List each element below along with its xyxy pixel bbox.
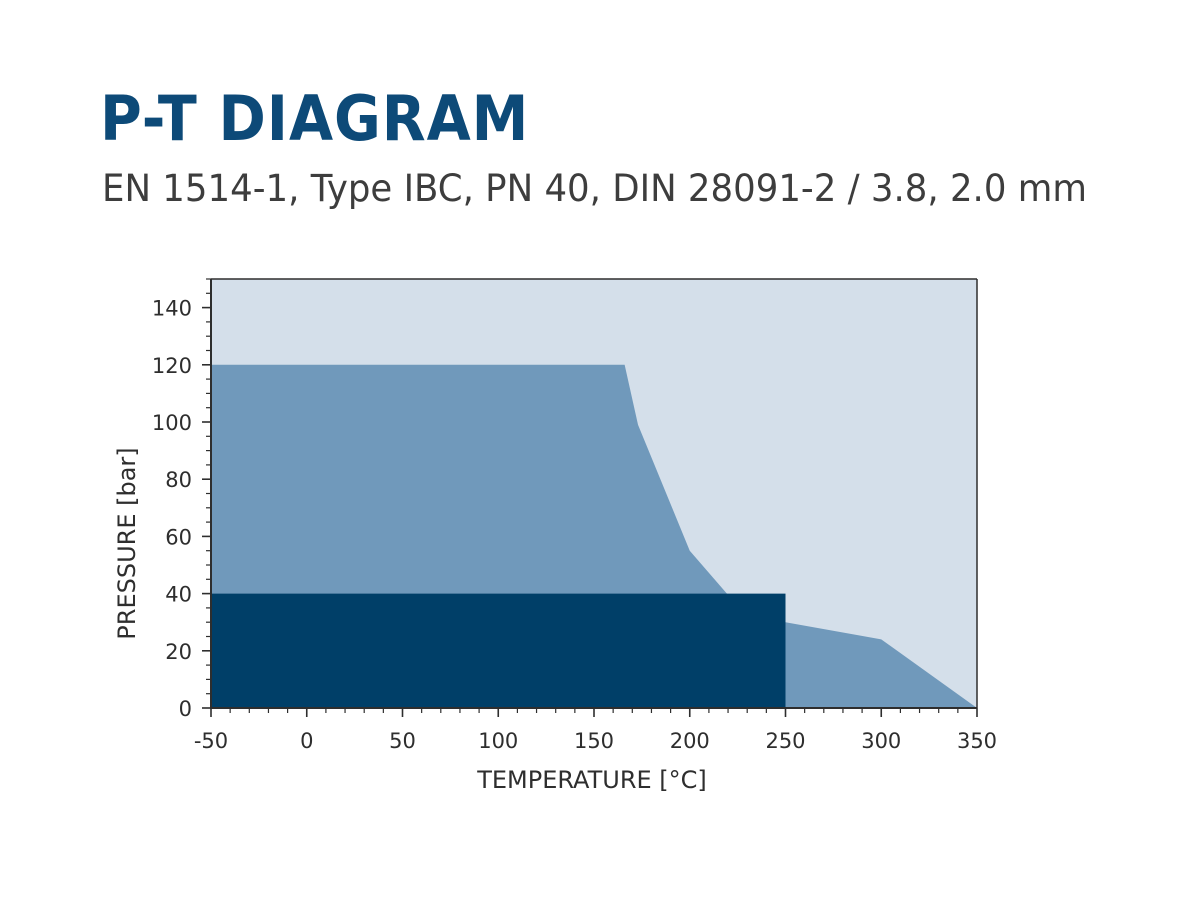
x-tick-label: 50 — [389, 729, 416, 753]
x-tick-label: 200 — [670, 729, 710, 753]
y-tick-label: 100 — [152, 411, 192, 435]
y-tick-label: 120 — [152, 354, 192, 378]
x-tick-label: 100 — [478, 729, 518, 753]
chart-subtitle: EN 1514-1, Type IBC, PN 40, DIN 28091-2 … — [102, 167, 1087, 210]
chart-title: P-T DIAGRAM — [100, 82, 530, 155]
y-tick-label: 80 — [165, 468, 192, 492]
x-axis-ticks: -50 0 50 100 150 200 250 300 350 — [194, 708, 997, 753]
y-tick-label: 60 — [165, 525, 192, 549]
x-tick-label: -50 — [194, 729, 228, 753]
lower-region-area — [211, 593, 786, 708]
x-tick-label: 0 — [300, 729, 313, 753]
y-tick-label: 140 — [152, 297, 192, 321]
y-axis-label: PRESSURE [bar] — [113, 447, 141, 639]
x-tick-label: 350 — [957, 729, 997, 753]
x-tick-label: 250 — [765, 729, 805, 753]
y-axis-ticks: 0 20 40 60 80 100 120 140 — [152, 278, 211, 721]
y-tick-label: 0 — [179, 697, 192, 721]
x-tick-label: 150 — [574, 729, 614, 753]
y-tick-label: 40 — [165, 583, 192, 607]
x-tick-label: 300 — [861, 729, 901, 753]
y-tick-label: 20 — [165, 640, 192, 664]
x-axis-label: TEMPERATURE [°C] — [476, 766, 707, 794]
